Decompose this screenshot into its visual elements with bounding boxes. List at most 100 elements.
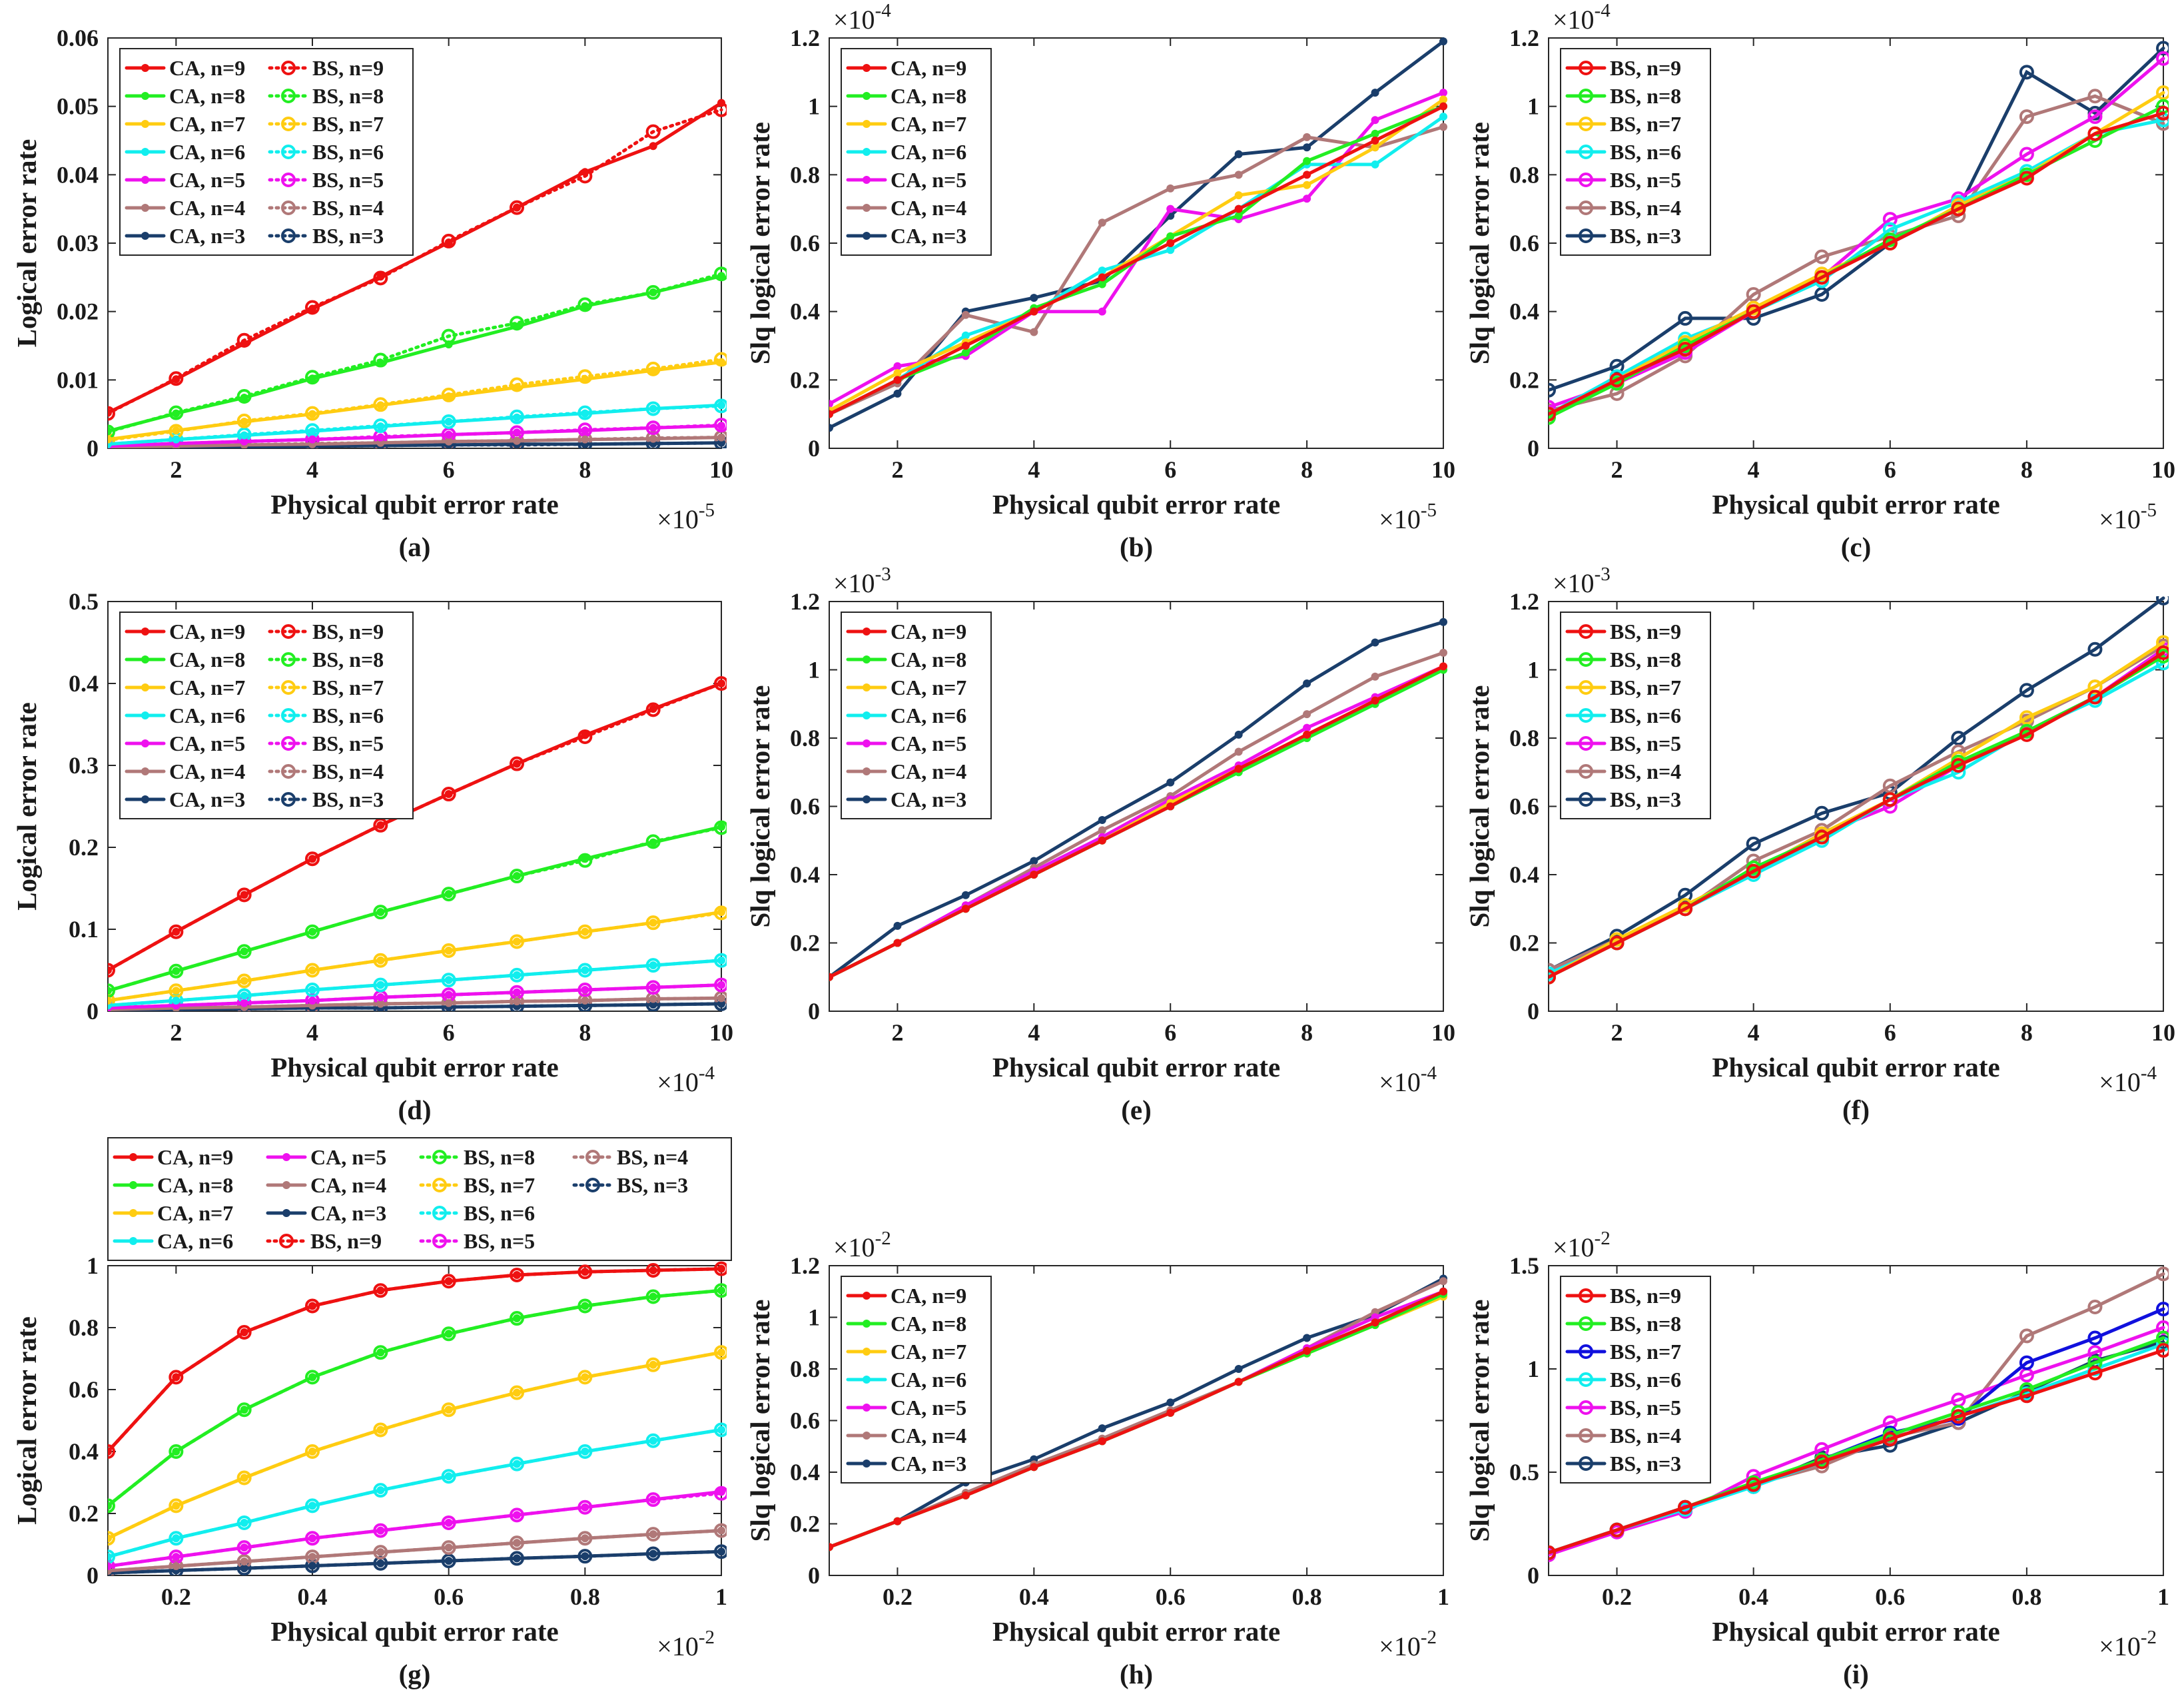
series-line [108, 910, 723, 1003]
data-point [717, 401, 725, 410]
data-point [1371, 672, 1379, 681]
series-group [108, 1261, 727, 1575]
legend-label: CA, n=6 [169, 140, 245, 164]
y-tick-label: 0.4 [790, 1459, 820, 1486]
data-point [1609, 1522, 1625, 1537]
data-point [961, 1491, 970, 1499]
data-point [1609, 935, 1625, 951]
data-point [240, 1564, 248, 1573]
y-tick-label: 0.6 [790, 1408, 820, 1434]
data-point [1814, 270, 1830, 285]
data-point [714, 676, 727, 691]
data-point [513, 322, 521, 331]
legend-label: CA, n=5 [891, 731, 966, 755]
legend-marker [141, 767, 149, 775]
y-exponent-label: ×10-2 [833, 1228, 891, 1262]
legend-label: BS, n=9 [1610, 56, 1681, 80]
legend-label: BS, n=8 [312, 84, 384, 108]
data-point [240, 437, 248, 446]
data-point [169, 1498, 184, 1513]
data-point [1439, 95, 1447, 104]
x-exponent-label: ×10-4 [1379, 1062, 1437, 1097]
data-point [1098, 826, 1106, 835]
data-point [961, 891, 970, 899]
legend-marker [1579, 201, 1593, 215]
data-point [376, 908, 385, 917]
data-point [1814, 287, 1830, 302]
legend-label: CA, n=8 [157, 1173, 233, 1197]
series-line [108, 274, 723, 433]
data-point [649, 995, 657, 1003]
x-tick-label: 4 [1748, 1019, 1760, 1046]
legend-marker [141, 628, 149, 636]
data-point [240, 339, 248, 348]
panel-label: (e) [1121, 1094, 1152, 1125]
legend-item: BS, n=9 [1565, 1284, 1681, 1308]
data-point [1439, 113, 1447, 121]
y-tick-label: 0 [808, 998, 820, 1025]
data-point [2156, 1320, 2169, 1335]
legend-item: CA, n=5 [266, 1145, 386, 1169]
legend-marker [129, 1181, 137, 1189]
data-point [513, 413, 521, 422]
x-tick-label: 10 [1431, 1019, 1455, 1046]
legend-item: CA, n=6 [113, 1229, 233, 1253]
legend-label: CA, n=7 [169, 675, 245, 699]
legend-item: CA, n=5 [125, 168, 245, 192]
data-point [1030, 294, 1038, 302]
data-point [1882, 236, 1898, 250]
legend-label: BS, n=8 [1610, 1312, 1681, 1336]
x-tick-label: 2 [891, 1019, 903, 1046]
data-point [108, 1498, 115, 1513]
data-point [2156, 1343, 2169, 1358]
data-point [376, 981, 385, 989]
legend-item: BS, n=6 [268, 703, 384, 727]
data-point [513, 1554, 521, 1563]
legend-item: CA, n=4 [266, 1173, 386, 1197]
legend-marker [1579, 708, 1593, 723]
x-exponent-label: ×10-2 [657, 1627, 715, 1661]
data-point [305, 851, 320, 867]
legend-item: BS, n=7 [1565, 1340, 1681, 1364]
data-point [376, 438, 385, 447]
data-point [108, 1501, 112, 1510]
data-point [108, 1534, 112, 1543]
legend-item: CA, n=8 [125, 84, 245, 108]
data-point [308, 1534, 316, 1543]
legend-marker [585, 1150, 600, 1164]
legend-item: BS, n=4 [268, 196, 384, 220]
series-group [108, 99, 727, 448]
data-point [1439, 662, 1447, 671]
data-point [2019, 1355, 2034, 1370]
series-line [108, 1288, 723, 1507]
data-point [717, 99, 725, 107]
series-group [1549, 596, 2169, 985]
data-point [240, 1328, 248, 1336]
data-point [172, 426, 181, 435]
series-group [1549, 1266, 2169, 1562]
data-point [108, 435, 112, 444]
data-point [581, 1503, 589, 1511]
data-point [581, 1534, 589, 1543]
data-point [1166, 246, 1175, 254]
legend-marker [129, 1209, 137, 1217]
legend-item: CA, n=3 [125, 224, 245, 248]
data-point [1303, 679, 1311, 687]
legend-label: BS, n=4 [1610, 759, 1681, 783]
legend-label: BS, n=6 [1610, 703, 1681, 727]
series-line [108, 1529, 723, 1573]
legend-label: BS, n=4 [1610, 1424, 1681, 1448]
x-tick-label: 8 [2021, 1019, 2033, 1046]
y-tick-label: 0.2 [69, 1500, 99, 1527]
legend-label: CA, n=4 [891, 759, 966, 783]
legend-marker [863, 739, 871, 747]
x-tick-label: 8 [579, 456, 591, 483]
x-exponent-label: ×10-5 [2099, 500, 2157, 534]
data-point [1098, 266, 1106, 275]
legend-label: CA, n=6 [157, 1229, 233, 1253]
data-point [1371, 143, 1379, 152]
y-tick-label: 1 [1527, 657, 1539, 683]
data-point [893, 389, 902, 398]
data-point [172, 1534, 181, 1543]
data-point [2087, 679, 2103, 695]
